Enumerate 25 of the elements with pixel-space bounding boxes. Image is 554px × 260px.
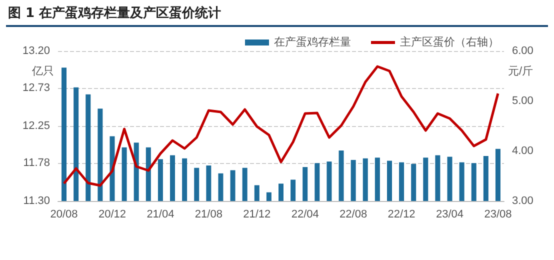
x-tick-label: 21/04: [146, 208, 174, 220]
y-tick-label: 11.78: [23, 157, 50, 170]
x-tick-label: 20/12: [98, 208, 126, 220]
x-tick-label: 20/08: [50, 208, 78, 220]
legend-label: 主产区蛋价（右轴）: [400, 36, 499, 48]
legend-label: 在产蛋鸡存栏量: [274, 36, 351, 48]
line-series: [62, 65, 500, 187]
y2-tick-label: 6.00: [512, 45, 534, 57]
x-tick-label: 21/12: [243, 208, 271, 220]
y-tick-label: 12.25: [22, 120, 50, 132]
y2-tick-label: 5.00: [512, 95, 534, 107]
y2-axis-title: 元/斤: [508, 64, 534, 78]
y-axis-title: 亿只: [31, 66, 54, 78]
x-tick-label: 22/08: [340, 208, 368, 220]
x-tick-label: 21/08: [194, 208, 222, 220]
x-tick-label: 22/12: [388, 208, 416, 220]
x-tick-label: 22/04: [291, 208, 319, 220]
x-tick-label: 23/04: [436, 208, 464, 220]
y-tick-label: 13.20: [22, 45, 50, 57]
x-tick-label: 23/08: [484, 208, 512, 220]
y2-tick-label: 4.00: [512, 145, 534, 157]
y2-tick-label: 3.00: [512, 195, 534, 207]
y-tick-label: 12.73: [22, 82, 50, 94]
chart-title: 图 1 在产蛋鸡存栏量及产区蛋价统计: [8, 4, 222, 22]
y-tick-label: 11.30: [23, 195, 50, 207]
